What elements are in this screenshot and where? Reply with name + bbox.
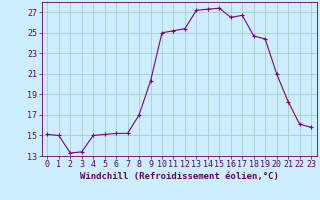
X-axis label: Windchill (Refroidissement éolien,°C): Windchill (Refroidissement éolien,°C) [80,172,279,181]
